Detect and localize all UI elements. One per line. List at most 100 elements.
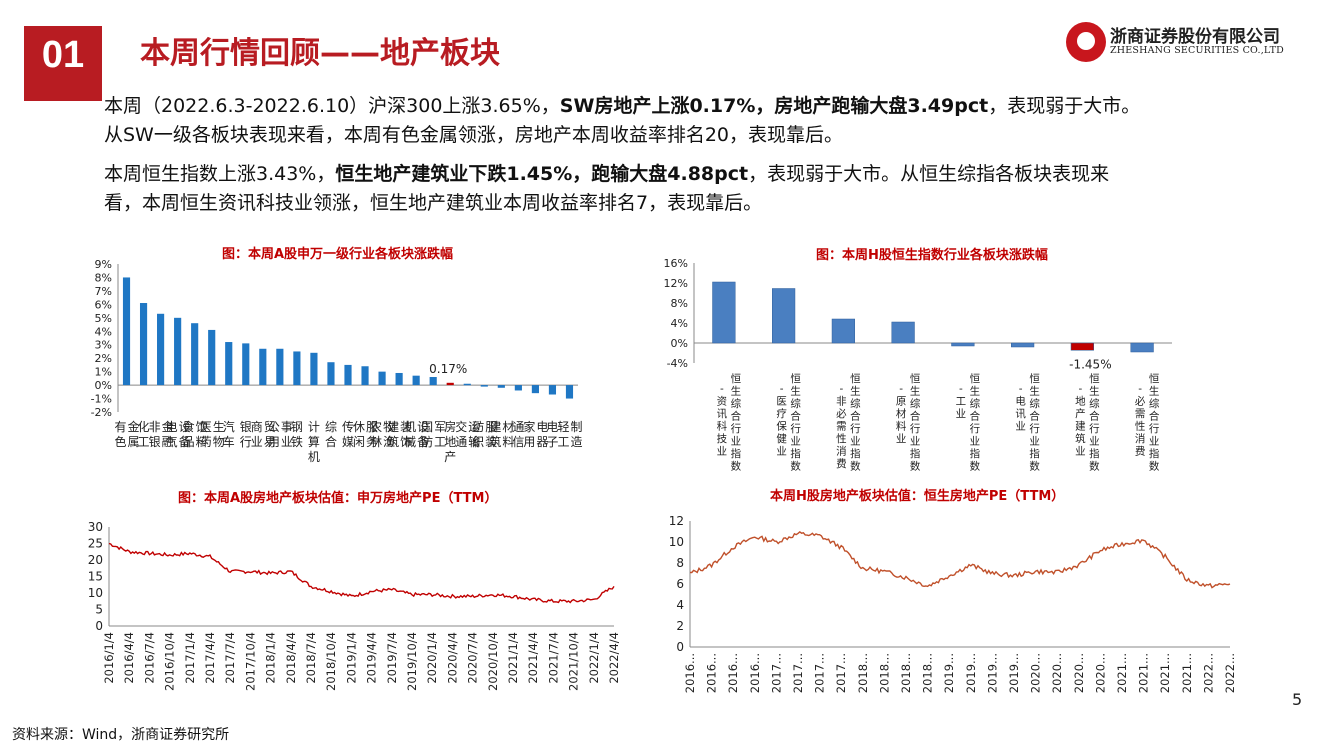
chart3-x-label: 2017/10/4 xyxy=(243,632,257,691)
chart1-y-tick: 2% xyxy=(95,352,112,365)
chart1-x-label-char: 非 xyxy=(149,420,161,434)
chart4-x-label: 2016... xyxy=(726,653,740,693)
chart2-x-label-char: 综 xyxy=(1149,397,1160,410)
section-badge: 01 xyxy=(24,26,102,101)
chart4-x-label: 2021... xyxy=(1158,653,1172,693)
chart2-x-label-char: 需 xyxy=(1135,408,1146,420)
chart2-annotation: -1.45% xyxy=(1069,357,1111,371)
chart1-x-label-char: 子 xyxy=(546,435,558,449)
chart1-x-label-char: 药 xyxy=(200,435,212,449)
chart1-x-label-char: 筑 xyxy=(387,434,399,449)
chart1-x-label-char: 业 xyxy=(281,435,293,449)
chart2-x-label-char: 数 xyxy=(731,460,742,473)
chart1-x-label-char: 服 xyxy=(485,420,497,434)
chart2-x-label-char: 综 xyxy=(790,397,801,410)
page-number: 5 xyxy=(1292,690,1303,709)
chart2-x-label-char: 消 xyxy=(836,445,847,458)
p1-text-c: ，表现弱于大市。 xyxy=(988,95,1141,117)
chart1-x-label-char: 服 xyxy=(366,420,378,434)
chart2-y-tick: 0% xyxy=(671,337,688,350)
chart2-x-label-char: 行 xyxy=(1029,422,1040,435)
chart1-x-label-char: 属 xyxy=(128,435,140,449)
chart2-bar xyxy=(1011,342,1035,348)
chart1-x-label-char: 牧 xyxy=(383,420,395,434)
chart1-x-label-char: 器 xyxy=(536,435,548,449)
chart2-y-tick: 12% xyxy=(664,277,688,290)
chart2-x-label-char: 非 xyxy=(836,396,847,408)
chart1-x-label-char: 休 xyxy=(353,420,365,434)
chart2-x-label-char: 业 xyxy=(1029,436,1040,448)
chart1-x-label-char: 用 xyxy=(268,435,280,449)
chart1-x-label-char: 化 xyxy=(138,420,150,434)
chart2-x-label-char: 生 xyxy=(910,385,921,398)
chart2-x-label-char: 筑 xyxy=(1075,432,1086,445)
chart2-x-label-char: 消 xyxy=(1135,432,1146,445)
chart1-x-label-char: 传 xyxy=(342,419,354,434)
chart3-x-label: 2021/7/4 xyxy=(546,632,560,684)
chart3-y-tick: 25 xyxy=(88,537,103,551)
chart2-x-label-char: 业 xyxy=(776,446,787,458)
chart2-x-label-char: 数 xyxy=(1149,460,1160,473)
chart2-title: 图：本周H股恒生指数行业各板块涨跌幅 xyxy=(816,248,1048,263)
chart2-x-label-char: 恒 xyxy=(1149,372,1160,385)
chart1-y-tick: 5% xyxy=(95,312,112,325)
chart2-x-label-char: 综 xyxy=(850,397,861,410)
chart1-y-tick: -1% xyxy=(91,393,112,406)
chart3-x-label: 2019/7/4 xyxy=(385,632,399,684)
chart1-x-label-char: 务 xyxy=(366,434,378,449)
chart2-x-label-char: 业 xyxy=(956,408,967,420)
chart4-x-label: 2016... xyxy=(705,653,719,693)
chart2-y-tick: 16% xyxy=(664,257,688,270)
chart2-x-label-char: 生 xyxy=(790,385,801,398)
chart4-y-tick: 4 xyxy=(676,598,684,612)
chart2-x-label-char: 费 xyxy=(1135,445,1146,458)
chart2-x-label-char: 业 xyxy=(1149,436,1160,448)
chart1-x-label-char: 汽 xyxy=(223,419,235,434)
chart1-x-label-char: 品 xyxy=(183,435,195,449)
chart1-bar xyxy=(344,364,352,386)
page-title: 本周行情回顾——地产板块 xyxy=(140,36,500,71)
chart1-x-label-char: 信 xyxy=(512,435,524,449)
chart3-y-tick: 20 xyxy=(88,553,103,567)
chart2-bar xyxy=(712,281,736,344)
summary-paragraph-h-share: 本周恒生指数上涨3.43%，恒生地产建筑业下跌1.45%，跑输大盘4.88pct… xyxy=(104,160,1284,218)
chart3-x-label: 2022/1/4 xyxy=(587,632,601,684)
chart2-x-label-char: 疗 xyxy=(776,407,787,420)
chart1-bar xyxy=(514,385,522,391)
chart4-x-label: 2018... xyxy=(856,653,870,693)
chart1-bar xyxy=(497,385,505,388)
chart2-bar xyxy=(1070,342,1094,351)
chart1-x-label-char: 防 xyxy=(421,434,433,449)
chart1-y-tick: 7% xyxy=(95,285,112,298)
chart1-x-label-char: 制 xyxy=(570,420,582,434)
chart1-x-label-char: 备 xyxy=(179,435,191,449)
chart1-x-label-char: 机 xyxy=(308,450,320,464)
chart1-x-label-char: 造 xyxy=(570,435,582,449)
chart1-x-label-char: 媒 xyxy=(342,435,354,449)
chart1-bar xyxy=(361,366,369,386)
chart4-x-label: 2019... xyxy=(942,653,956,693)
chart2-x-label-char: 生 xyxy=(1089,385,1100,398)
chart1-x-label-char: 林 xyxy=(370,435,382,449)
chart3-y-tick: 30 xyxy=(88,520,103,534)
chart2-bar xyxy=(772,288,796,344)
chart2-x-label-char: 保 xyxy=(776,420,787,433)
chart1-bar xyxy=(565,385,574,399)
chart1-y-tick: -2% xyxy=(91,406,112,419)
chart2-x-label-char: 数 xyxy=(970,460,981,473)
chart1-x-label-char: 车 xyxy=(223,434,235,449)
chart2-x-label-char: 电 xyxy=(1015,395,1026,408)
chart4-y-tick: 8 xyxy=(676,556,684,570)
chart2-y-tick: 4% xyxy=(671,317,688,330)
chart3-x-label: 2018/7/4 xyxy=(304,632,318,684)
chart3-x-label: 2020/1/4 xyxy=(425,632,439,684)
chart1-x-label-char: 设 xyxy=(417,420,429,434)
chart2-x-label-char: 综 xyxy=(970,397,981,410)
chart2-x-label-char: 指 xyxy=(910,447,921,460)
chart1-x-label-char: 商 xyxy=(251,419,263,434)
chart1-x-label-char: 建 xyxy=(489,420,501,434)
chart4-x-label: 2018... xyxy=(899,653,913,693)
chart1-y-tick: 1% xyxy=(95,366,112,379)
chart2-x-label-char: 材 xyxy=(896,407,907,420)
chart1-bar xyxy=(157,313,165,386)
